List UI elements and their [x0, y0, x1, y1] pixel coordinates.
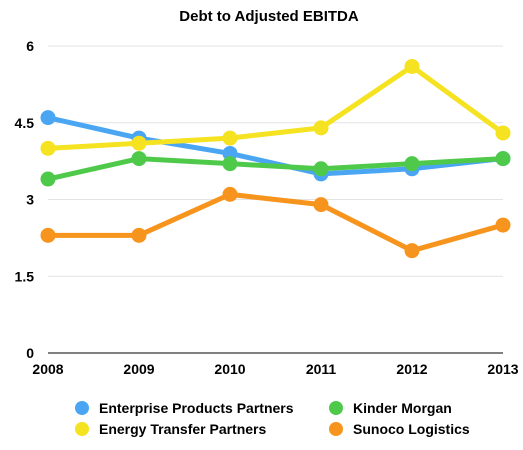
data-point [313, 120, 329, 136]
legend-label: Energy Transfer Partners [99, 421, 267, 437]
legend-item: Energy Transfer Partners [75, 421, 267, 437]
y-axis-ticks: 0 1.5 3 4.5 6 [15, 38, 35, 361]
legend-item: Enterprise Products Partners [75, 400, 294, 416]
y-tick-label: 0 [26, 345, 34, 361]
legend-marker [75, 422, 89, 436]
data-point [222, 130, 238, 146]
legend-item: Sunoco Logistics [329, 421, 470, 437]
data-point [495, 217, 511, 233]
data-point [313, 197, 329, 213]
x-tick-label: 2008 [32, 361, 63, 377]
data-point [404, 58, 420, 74]
x-tick-label: 2010 [214, 361, 245, 377]
series-energy-transfer-partners [40, 58, 511, 156]
series-line [45, 191, 506, 254]
data-point [40, 140, 56, 156]
legend-marker [329, 422, 343, 436]
legend: Enterprise Products Partners Kinder Morga… [75, 400, 470, 437]
series-line [45, 115, 506, 177]
legend-marker [329, 401, 343, 415]
x-tick-label: 2013 [487, 361, 518, 377]
legend-marker [75, 401, 89, 415]
data-point [40, 171, 56, 187]
x-axis-ticks: 2008 2009 2010 2011 2012 2013 [32, 361, 518, 377]
data-point [40, 227, 56, 243]
y-tick-label: 1.5 [15, 268, 35, 284]
series [40, 58, 511, 259]
x-tick-label: 2011 [306, 361, 337, 377]
series-kinder-morgan [40, 151, 511, 187]
grid [48, 45, 503, 277]
data-point [40, 110, 56, 126]
data-point [131, 227, 147, 243]
x-tick-label: 2012 [396, 361, 427, 377]
legend-item: Kinder Morgan [329, 400, 452, 416]
data-point [495, 151, 511, 167]
series-sunoco-logistics [40, 186, 511, 259]
data-point [404, 156, 420, 172]
legend-label: Kinder Morgan [353, 400, 452, 416]
data-point [131, 135, 147, 151]
series-line [45, 63, 506, 151]
data-point [222, 156, 238, 172]
chart-title: Debt to Adjusted EBITDA [179, 8, 359, 25]
series-line [45, 156, 506, 182]
legend-label: Enterprise Products Partners [99, 400, 294, 416]
x-tick-label: 2009 [123, 361, 154, 377]
data-point [495, 125, 511, 141]
data-point [131, 151, 147, 167]
data-point [313, 161, 329, 177]
data-point [222, 186, 238, 202]
data-point [404, 243, 420, 259]
legend-label: Sunoco Logistics [353, 421, 470, 437]
y-tick-label: 4.5 [15, 115, 35, 131]
y-tick-label: 3 [26, 192, 34, 208]
y-tick-label: 6 [26, 38, 34, 54]
